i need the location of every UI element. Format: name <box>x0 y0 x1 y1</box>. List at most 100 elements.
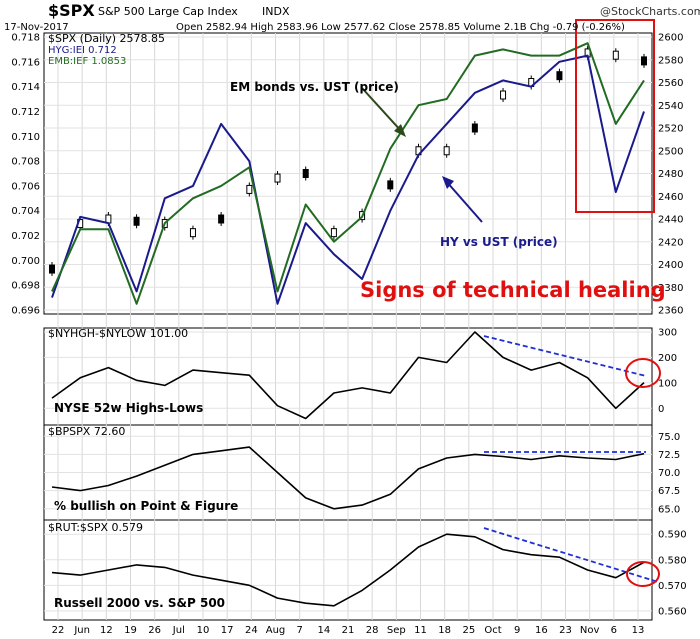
y-tick-label: 72.5 <box>658 450 680 461</box>
x-tick-label: 17 <box>221 625 234 636</box>
arrow-em-bonds <box>361 87 403 133</box>
y-left-tick-label: 0.700 <box>11 256 40 267</box>
y-left-tick-label: 0.698 <box>11 281 40 292</box>
spx-candle <box>49 264 55 274</box>
spx-candle <box>387 180 394 190</box>
series-line-1 <box>51 331 645 420</box>
annotation-nyse: NYSE 52w Highs-Lows <box>54 401 203 415</box>
annotation-hy-ust: HY vs UST (price) <box>440 235 558 249</box>
y-left-tick-label: 0.712 <box>11 107 40 118</box>
spx-candle <box>274 173 281 183</box>
y-tick-label: 2520 <box>658 124 683 135</box>
x-tick-label: 14 <box>317 625 330 636</box>
circle-rut <box>626 561 660 587</box>
quote-line: Open 2582.94 High 2583.96 Low 2577.62 Cl… <box>176 22 625 33</box>
spx-candle <box>302 169 309 178</box>
spx-candle <box>443 146 450 156</box>
symbol-title: $SPX <box>48 1 95 20</box>
emb-ief-line <box>51 42 645 305</box>
x-tick-label: 18 <box>438 625 451 636</box>
stockcharts-credit: @StockCharts.com <box>600 5 700 18</box>
y-left-tick-label: 0.716 <box>11 57 40 68</box>
y-left-tick-label: 0.696 <box>11 306 40 317</box>
y-tick-label: 65.0 <box>658 504 680 515</box>
x-tick-label: 21 <box>342 625 355 636</box>
y-tick-label: 2560 <box>658 78 683 89</box>
y-left-tick-label: 0.718 <box>11 33 40 44</box>
x-tick-label: Nov <box>580 625 600 636</box>
y-tick-label: 2480 <box>658 169 683 180</box>
series-line-2 <box>51 446 645 510</box>
y-tick-label: 67.5 <box>658 486 680 497</box>
y-tick-label: 0.570 <box>658 581 687 592</box>
arrow-hy-ust <box>445 180 483 223</box>
y-left-tick-label: 0.708 <box>11 157 40 168</box>
y-tick-label: 300 <box>658 328 677 339</box>
x-tick-label: 10 <box>197 625 210 636</box>
spx-candle <box>641 56 647 66</box>
y-tick-label: 2580 <box>658 55 683 66</box>
y-left-tick-label: 0.704 <box>11 206 40 217</box>
annotation-bullish: % bullish on Point & Figure <box>54 499 238 513</box>
x-tick-label: Oct <box>484 625 501 636</box>
y-tick-label: 2600 <box>658 33 683 44</box>
spx-candle <box>500 90 507 100</box>
spx-candle <box>218 214 225 224</box>
x-tick-label: Sep <box>387 625 406 636</box>
x-tick-label: 22 <box>52 625 65 636</box>
hyg-iei-line <box>51 54 645 305</box>
spx-candle <box>556 71 563 81</box>
arrow-hy-ust-head <box>442 176 454 189</box>
x-tick-label: Jun <box>73 625 90 636</box>
y-tick-label: 200 <box>658 353 677 364</box>
y-tick-label: 2400 <box>658 260 683 271</box>
circle-nyse <box>625 358 661 388</box>
nyhgh-title: $NYHGH-$NYLOW 101.00 <box>48 327 188 340</box>
x-tick-label: 7 <box>296 625 302 636</box>
y-tick-label: 2380 <box>658 283 683 294</box>
x-tick-label: Aug <box>266 625 286 636</box>
x-tick-label: 16 <box>535 625 548 636</box>
y-left-tick-label: 0.714 <box>11 82 40 93</box>
chart-date: 17-Nov-2017 <box>4 22 69 33</box>
y-tick-label: 2360 <box>658 306 683 317</box>
y-left-tick-label: 0.706 <box>11 181 40 192</box>
y-tick-label: 2440 <box>658 215 683 226</box>
bpspx-title: $BPSPX 72.60 <box>48 425 125 438</box>
spx-candle <box>133 216 140 226</box>
series-line-3 <box>51 533 645 607</box>
y-left-tick-label: 0.702 <box>11 231 40 242</box>
y-left-tick-label: 0.710 <box>11 132 40 143</box>
x-tick-label: 12 <box>100 625 113 636</box>
y-tick-label: 2460 <box>658 192 683 203</box>
y-tick-label: 2420 <box>658 237 683 248</box>
y-tick-label: 0 <box>658 404 664 415</box>
annotation-em-bonds: EM bonds vs. UST (price) <box>230 80 399 94</box>
y-tick-label: 0.580 <box>658 555 687 566</box>
annotation-healing: Signs of technical healing <box>360 278 666 302</box>
trendline-rut <box>483 527 659 583</box>
x-tick-label: 26 <box>148 625 161 636</box>
spx-candle <box>189 228 196 238</box>
spx-candle <box>246 184 253 194</box>
y-tick-label: 0.560 <box>658 606 687 617</box>
y-tick-label: 2500 <box>658 146 683 157</box>
y-tick-label: 100 <box>658 378 677 389</box>
x-tick-label: 6 <box>611 625 617 636</box>
index-name: S&P 500 Large Cap Index <box>98 5 238 18</box>
x-tick-label: 25 <box>462 625 475 636</box>
x-tick-label: 9 <box>514 625 520 636</box>
annotation-russell: Russell 2000 vs. S&P 500 <box>54 596 225 610</box>
y-tick-label: 75.0 <box>658 432 680 443</box>
x-tick-label: 13 <box>632 625 645 636</box>
y-tick-label: 0.590 <box>658 530 687 541</box>
x-tick-label: 11 <box>414 625 427 636</box>
trendline-nyse <box>483 335 647 377</box>
x-tick-label: Jul <box>172 625 185 636</box>
x-tick-label: 23 <box>559 625 572 636</box>
highlight-box <box>575 19 655 213</box>
y-tick-label: 2540 <box>658 101 683 112</box>
emb-legend: EMB:IEF 1.0853 <box>48 56 126 67</box>
